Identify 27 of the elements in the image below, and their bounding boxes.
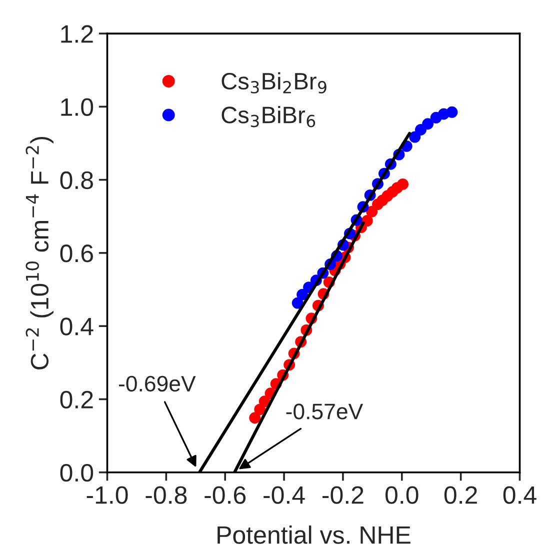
legend-label: Cs$_{3}$Bi$_{2}$Br$_{9}$ [222, 72, 326, 94]
x-tick-label: -0.4 [264, 486, 305, 504]
point [415, 124, 426, 136]
y-tick-label: 0.8 [60, 171, 93, 190]
y-tick-label: 0.0 [60, 464, 94, 482]
point [422, 118, 434, 130]
x-tick-label: -1.0 [86, 486, 128, 504]
x-tick-label: -0.8 [146, 486, 187, 504]
x-tick-label: -0.2 [322, 486, 364, 504]
x-tick-label: 0.4 [503, 486, 536, 504]
point [249, 412, 261, 424]
point [397, 178, 409, 190]
y-tick-label: 1.0 [61, 98, 94, 116]
y-tick-label: 0.4 [60, 318, 94, 336]
annotation: -0.69eV [118, 376, 196, 392]
annotation: -0.57eV [286, 404, 364, 420]
x-axis-title: Potential vs. NHE [218, 526, 410, 544]
text: C$^{−2}$ (10$^{10}$ cm$^{−4}$ F$^{−2}$) [26, 136, 54, 370]
x-tick-label: -0.6 [204, 486, 246, 504]
y-tick-label: 0.6 [60, 244, 93, 262]
y-tick-label: 1.2 [61, 25, 93, 43]
point [296, 288, 308, 300]
point [446, 106, 458, 118]
legend-label: Cs$_{3}$BiBr$_{6}$ [222, 106, 316, 128]
x-tick-label: 0.2 [444, 486, 477, 504]
x-tick-label: 0.0 [385, 486, 418, 504]
y-tick-label: 0.2 [60, 390, 93, 409]
